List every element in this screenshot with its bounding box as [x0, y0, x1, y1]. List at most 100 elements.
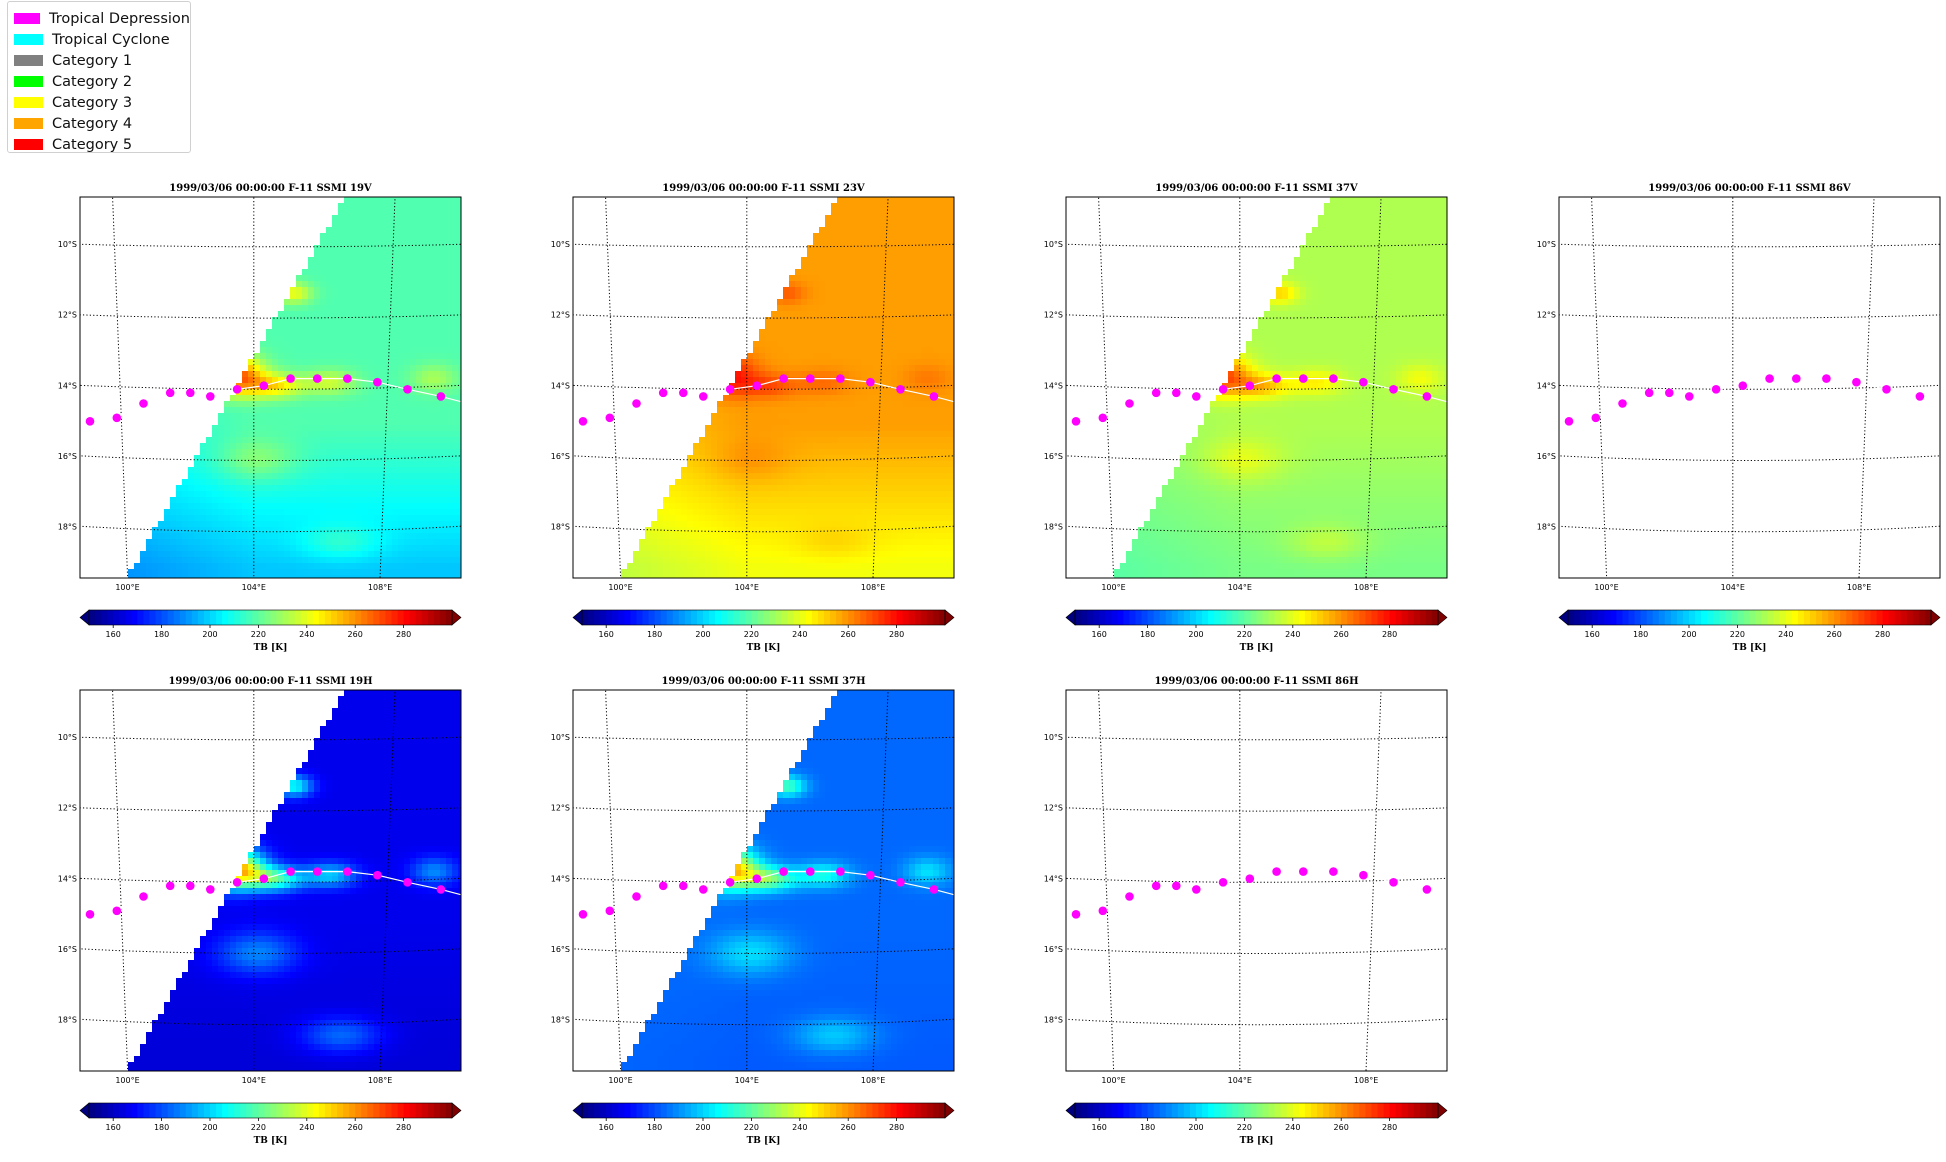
legend-swatch [14, 76, 43, 87]
parallel-line [1066, 807, 1447, 812]
track-point [1389, 385, 1398, 394]
colorbar-frame [581, 609, 946, 626]
meridian-line [379, 690, 396, 1071]
track-point [679, 388, 688, 398]
legend-label: Category 5 [52, 136, 133, 153]
meridian-line [1858, 197, 1875, 578]
track-point [373, 870, 382, 880]
track-point [206, 392, 215, 401]
colorbar-tick-label: 180 [647, 1123, 662, 1132]
colorbar-frame [1567, 609, 1932, 626]
track-point [779, 374, 788, 383]
graticule [573, 197, 954, 578]
legend-item: Category 4 [14, 113, 190, 134]
lat-tick-label: 18°S [58, 523, 77, 532]
colorbar-tick-label: 200 [1188, 1123, 1203, 1132]
lon-tick-label: 100°E [115, 583, 139, 592]
track-point [1822, 374, 1831, 383]
track-point [896, 385, 905, 394]
parallel-line [1066, 314, 1447, 319]
track-point [139, 399, 148, 408]
legend-label: Category 1 [52, 52, 133, 69]
colorbar: 160 180 200 220 240 260 280 TB [K] [572, 1102, 955, 1146]
track-point [1071, 417, 1081, 426]
lat-tick-label: 18°S [1537, 523, 1556, 532]
colorbar: 160 180 200 220 240 260 280 TB [K] [572, 609, 955, 653]
track-point [866, 870, 875, 880]
colorbar-extend-high [944, 609, 955, 626]
track-point [605, 413, 615, 423]
map-frame [79, 196, 462, 579]
colorbar-tick-label: 200 [695, 1123, 710, 1132]
lat-tick-label: 14°S [1044, 874, 1063, 883]
map-panel-23v: 1999/03/06 00:00:00 F-11 SSMI 23V 10°S 12°… [551, 183, 955, 653]
graticule [1559, 197, 1940, 578]
track-point [1151, 388, 1161, 398]
colorbar-tick-label: 280 [1382, 630, 1397, 639]
lat-tick-label: 14°S [58, 381, 77, 390]
tb-field [621, 690, 954, 1071]
meridian-line [605, 197, 622, 578]
track-point [343, 374, 352, 383]
parallel-line [1066, 243, 1447, 248]
parallel-line [1559, 525, 1940, 533]
track-point [752, 874, 762, 883]
colorbar-tick-label: 240 [299, 1123, 314, 1132]
colorbar-tick-label: 160 [599, 1123, 614, 1132]
track-point [1765, 374, 1774, 383]
track-point [1685, 392, 1694, 401]
colorbar-tick-label: 180 [647, 630, 662, 639]
parallel-line [80, 807, 461, 812]
colorbar: 160 180 200 220 240 260 280 TB [K] [1065, 609, 1448, 653]
colorbar-tick-label: 180 [154, 1123, 169, 1132]
colorbar-tick-label: 280 [1875, 630, 1890, 639]
map-frame [1558, 196, 1941, 579]
track-point [1852, 377, 1861, 387]
tb-field [1114, 197, 1447, 578]
parallel-line [573, 384, 954, 390]
parallel-line [1559, 384, 1940, 390]
colorbar-tick-label: 220 [251, 1123, 266, 1132]
track-point [1915, 392, 1925, 401]
colorbar-tick-label: 160 [1092, 1123, 1107, 1132]
track-point [1151, 881, 1161, 891]
lon-tick-label: 108°E [861, 583, 885, 592]
track-point [1299, 867, 1308, 876]
colorbar-tick-label: 240 [1778, 630, 1793, 639]
colorbar-extend-high [451, 609, 462, 626]
map-area [80, 690, 461, 1071]
lon-tick-label: 108°E [368, 1076, 392, 1085]
track-point [1218, 878, 1228, 887]
colorbar-label: TB [K] [254, 1136, 288, 1146]
track-point [436, 885, 446, 894]
meridian-line [872, 690, 889, 1071]
colorbar-tick-label: 220 [1237, 630, 1252, 639]
track-point [679, 881, 688, 891]
track-point [1422, 392, 1432, 401]
map-area [1559, 197, 1940, 578]
track-point [1272, 374, 1281, 383]
colorbar-tick-label: 160 [106, 1123, 121, 1132]
lat-tick-label: 16°S [58, 452, 77, 461]
colorbar-tick-label: 240 [1285, 630, 1300, 639]
track-point [836, 374, 845, 383]
lat-tick-label: 10°S [1537, 240, 1556, 249]
track-point [752, 381, 762, 390]
legend-label: Category 3 [52, 94, 133, 111]
colorbar-frame [581, 1102, 946, 1119]
parallel-line [1559, 243, 1940, 248]
track-point [1591, 413, 1601, 423]
track-point [1192, 885, 1201, 894]
track-point [1644, 388, 1654, 398]
lat-tick-label: 12°S [58, 311, 77, 320]
track-point [232, 385, 242, 394]
track-point [1665, 388, 1674, 398]
lon-tick-label: 108°E [1847, 583, 1871, 592]
track-point [806, 374, 815, 383]
track-point [896, 878, 905, 887]
map-panel-86h: 1999/03/06 00:00:00 F-11 SSMI 86H 10°S 12°… [1044, 676, 1448, 1146]
colorbar-tick-label: 220 [251, 630, 266, 639]
colorbar-tick-label: 200 [1188, 630, 1203, 639]
colorbar-frame [1074, 1102, 1439, 1119]
